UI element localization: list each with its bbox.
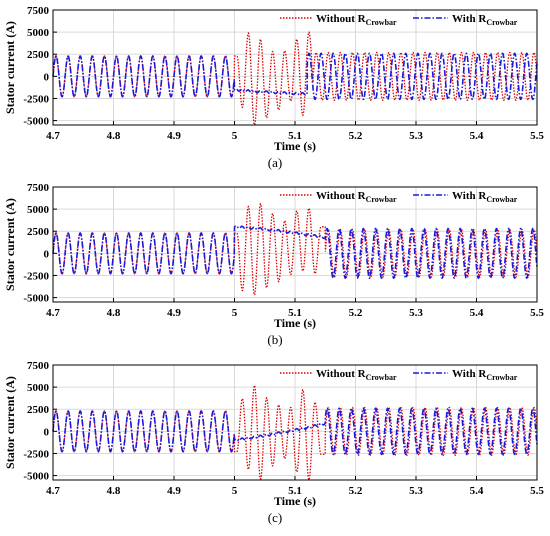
y-axis-label: Stator current (A) xyxy=(3,376,17,469)
series-line-with-crowbar xyxy=(52,52,538,101)
x-tick-label: 5.5 xyxy=(530,485,544,497)
y-tick-label: 0 xyxy=(44,248,50,260)
x-tick-label: 4.8 xyxy=(107,485,121,497)
x-tick-label: 5.4 xyxy=(470,307,484,319)
legend-label-with-crowbar: With RCrowbar xyxy=(452,190,518,204)
y-tick-label: 7500 xyxy=(27,5,50,17)
y-tick-label: 5000 xyxy=(27,204,50,216)
x-tick-label: 5 xyxy=(232,130,238,142)
x-tick-label: 5 xyxy=(232,485,238,497)
x-tick-label: 5.1 xyxy=(288,485,302,497)
x-tick-label: 5.4 xyxy=(470,485,484,497)
x-tick-label: 4.9 xyxy=(167,485,181,497)
panel-caption: (a) xyxy=(268,155,282,170)
y-tick-label: 2500 xyxy=(27,404,50,416)
y-tick-label: 0 xyxy=(44,71,50,83)
y-axis-label: Stator current (A) xyxy=(3,198,17,291)
chart-panel: 4.7 4.8 4.9 5 5.1 5.2 5.3 5.4 5.5 7500 5000 2500 0 -2… xyxy=(3,360,544,525)
x-tick-label: 5.2 xyxy=(349,130,363,142)
y-axis-label: Stator current (A) xyxy=(3,21,17,114)
series-line-with-crowbar xyxy=(52,407,538,456)
y-tick-label: 5000 xyxy=(27,27,50,39)
x-tick-label: 5.3 xyxy=(409,485,423,497)
chart-panel: 4.7 4.8 4.9 5 5.1 5.2 5.3 5.4 5.5 7500 5000 2500 0 -2… xyxy=(3,5,544,170)
y-tick-label: 0 xyxy=(44,426,50,438)
x-tick-label: 4.7 xyxy=(46,307,60,319)
legend: Without RCrowbar With RCrowbar xyxy=(280,13,518,27)
x-tick-label: 4.9 xyxy=(167,307,181,319)
x-axis-label: Time (s) xyxy=(274,494,316,508)
x-tick-label: 5.3 xyxy=(409,130,423,142)
legend-label-with-crowbar: With RCrowbar xyxy=(452,13,518,27)
y-tick-label: 2500 xyxy=(27,49,50,61)
x-tick-label: 4.9 xyxy=(167,130,181,142)
y-tick-label: 7500 xyxy=(27,360,50,372)
legend-label-without-crowbar: Without RCrowbar xyxy=(316,190,397,204)
legend: Without RCrowbar With RCrowbar xyxy=(280,190,518,204)
x-tick-label: 4.8 xyxy=(107,130,121,142)
y-tick-label: 2500 xyxy=(27,226,50,238)
y-tick-label: -2500 xyxy=(23,448,49,460)
chart-panel: 4.7 4.8 4.9 5 5.1 5.2 5.3 5.4 5.5 7500 5000 2500 0 -2… xyxy=(3,182,544,347)
x-tick-label: 5.1 xyxy=(288,307,302,319)
y-tick-label: 7500 xyxy=(27,182,50,194)
legend: Without RCrowbar With RCrowbar xyxy=(280,368,518,382)
x-tick-label: 5.4 xyxy=(470,130,484,142)
x-tick-label: 5.5 xyxy=(530,307,544,319)
x-tick-label: 5.1 xyxy=(288,130,302,142)
legend-label-without-crowbar: Without RCrowbar xyxy=(316,13,397,27)
legend-label-without-crowbar: Without RCrowbar xyxy=(316,368,397,382)
x-tick-label: 4.7 xyxy=(46,130,60,142)
x-tick-label: 5.3 xyxy=(409,307,423,319)
y-tick-label: -5000 xyxy=(23,471,49,483)
panel-caption: (b) xyxy=(267,332,282,347)
series-line-with-crowbar xyxy=(52,225,538,280)
y-tick-label: -5000 xyxy=(23,116,49,128)
x-tick-label: 5.2 xyxy=(349,307,363,319)
y-tick-label: -2500 xyxy=(23,270,49,282)
y-tick-label: -5000 xyxy=(23,293,49,305)
panel-caption: (c) xyxy=(268,510,282,525)
x-tick-label: 5.2 xyxy=(349,485,363,497)
x-axis-label: Time (s) xyxy=(274,316,316,330)
x-tick-label: 4.7 xyxy=(46,485,60,497)
x-tick-label: 5 xyxy=(232,307,238,319)
y-tick-label: 5000 xyxy=(27,382,50,394)
y-tick-label: -2500 xyxy=(23,93,49,105)
x-tick-label: 5.5 xyxy=(530,130,544,142)
x-axis-label: Time (s) xyxy=(274,139,316,153)
x-tick-label: 4.8 xyxy=(107,307,121,319)
legend-label-with-crowbar: With RCrowbar xyxy=(452,368,518,382)
